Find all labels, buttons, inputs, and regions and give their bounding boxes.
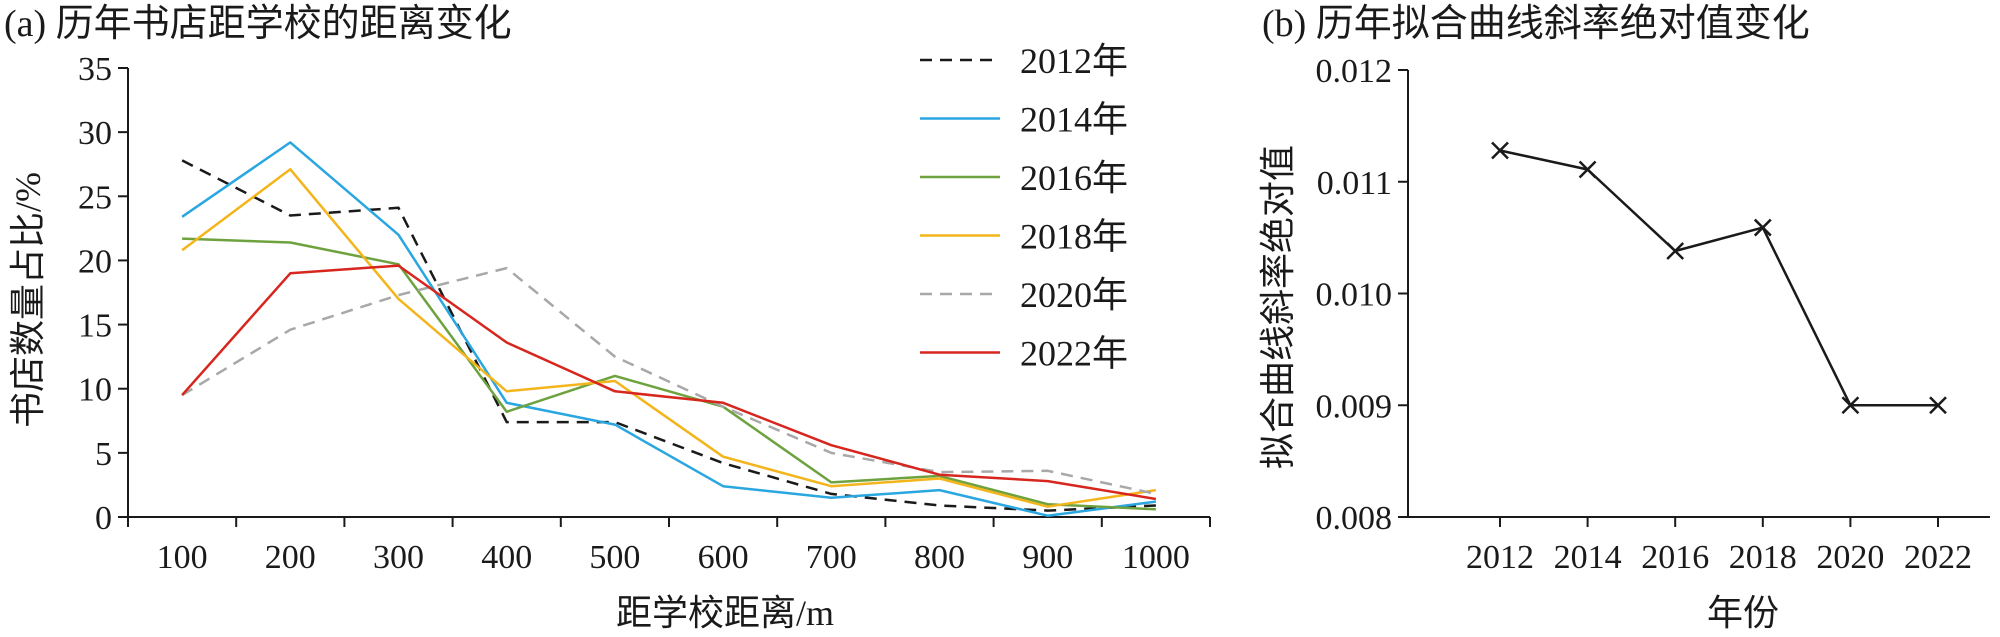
panel-a-y-tick-label: 15 bbox=[78, 308, 112, 345]
panel-b-x-tick-label: 2018 bbox=[1729, 539, 1797, 576]
legend-label-2018: 2018年 bbox=[1020, 217, 1128, 257]
legend-label-2014: 2014年 bbox=[1020, 100, 1128, 140]
panel-a-y-tick-label: 10 bbox=[78, 372, 112, 409]
legend-label-2016: 2016年 bbox=[1020, 158, 1128, 198]
panel-b-y-axis-title: 拟合曲线斜率绝对值 bbox=[1258, 145, 1298, 469]
panel-a-x-tick-label: 800 bbox=[914, 539, 965, 576]
slope-series-line bbox=[1499, 149, 1938, 407]
panel-a-x-tick-label: 900 bbox=[1022, 539, 1073, 576]
panel-a-x-tick-label: 600 bbox=[698, 539, 749, 576]
panel-a-y-tick-label: 25 bbox=[78, 179, 112, 216]
panel-a-y-tick-label: 0 bbox=[95, 500, 112, 537]
slope-point-marker bbox=[1491, 141, 1509, 160]
panel-a-distance-chart: (a) 历年书店距学校的距离变化 距学校距离/m 书店数量占比/% 0 5 10 15… bbox=[4, 3, 1211, 633]
slope-point-marker bbox=[1666, 242, 1685, 260]
panel-a-x-axis-title: 距学校距离/m bbox=[616, 593, 834, 633]
panel-b-x-tick-label: 2020 bbox=[1816, 539, 1884, 576]
legend-label-2020: 2020年 bbox=[1020, 275, 1128, 315]
slope-point-marker bbox=[1841, 396, 1860, 415]
panel-a-y-tick-label: 5 bbox=[95, 436, 112, 473]
panel-b-series-line bbox=[1491, 141, 1947, 415]
panel-b-y-tick-label: 0.008 bbox=[1316, 500, 1393, 537]
panel-a-x-tick-label: 100 bbox=[157, 539, 208, 576]
panel-b-title: (b) 历年拟合曲线斜率绝对值变化 bbox=[1262, 3, 1810, 45]
series-line-2016 bbox=[182, 237, 1156, 511]
panel-a-x-tick-label: 1000 bbox=[1122, 539, 1190, 576]
slope-point-marker bbox=[1578, 160, 1597, 179]
legend-label-2022: 2022年 bbox=[1020, 334, 1128, 374]
series-line-2020 bbox=[181, 266, 1157, 496]
panel-b-x-tick-label: 2012 bbox=[1466, 539, 1534, 576]
legend-label-2012: 2012年 bbox=[1020, 41, 1128, 81]
panel-a-x-tick-label: 200 bbox=[265, 539, 316, 576]
panel-b-slope-chart: (b) 历年拟合曲线斜率绝对值变化 年份 拟合曲线斜率绝对值 0.0080.00… bbox=[1258, 3, 1990, 633]
panel-b-x-axis-title: 年份 bbox=[1707, 593, 1779, 633]
panel-a-y-tick-label: 35 bbox=[78, 51, 112, 88]
panel-a-legend: 2012年 2014年 2016年 2018年 2020年 2022年 bbox=[920, 41, 1128, 374]
slope-point-marker bbox=[1929, 396, 1947, 415]
panel-a-x-tick-label: 700 bbox=[806, 539, 857, 576]
panel-b-x-tick-label: 2022 bbox=[1904, 539, 1972, 576]
panel-a-x-tick-label: 500 bbox=[589, 539, 640, 576]
panel-b-x-tick-label: 2016 bbox=[1641, 539, 1709, 576]
panel-b-y-tick-label: 0.009 bbox=[1316, 388, 1393, 425]
panel-a-x-tick-label: 300 bbox=[373, 539, 424, 576]
panel-b-y-tick-label: 0.012 bbox=[1316, 53, 1393, 90]
panel-b-y-tick-label: 0.011 bbox=[1317, 165, 1392, 202]
series-line-2022 bbox=[181, 264, 1157, 501]
panel-b-axes: 0.008 0.009 0.010 0.011 0.012 2012 2014 2016 201… bbox=[1316, 53, 1990, 576]
series-line-2014 bbox=[181, 141, 1157, 517]
series-line-2012 bbox=[181, 159, 1156, 512]
panel-a-y-tick-label: 30 bbox=[78, 115, 112, 152]
panel-a-series-lines bbox=[181, 141, 1157, 517]
panel-a-y-tick-label: 20 bbox=[78, 243, 112, 280]
panel-b-y-tick-label: 0.010 bbox=[1316, 277, 1393, 314]
panel-a-x-tick-label: 400 bbox=[481, 539, 532, 576]
panel-a-title: (a) 历年书店距学校的距离变化 bbox=[4, 3, 512, 45]
panel-b-x-tick-label: 2014 bbox=[1554, 539, 1622, 576]
series-line-2018 bbox=[181, 168, 1157, 508]
panel-a-axes: 0 5 10 15 20 25 30 35 100 200 300 400 500 600 700 800 90… bbox=[78, 51, 1211, 576]
panel-a-y-axis-title: 书店数量占比/% bbox=[8, 172, 48, 428]
slope-point-marker bbox=[1753, 218, 1772, 237]
